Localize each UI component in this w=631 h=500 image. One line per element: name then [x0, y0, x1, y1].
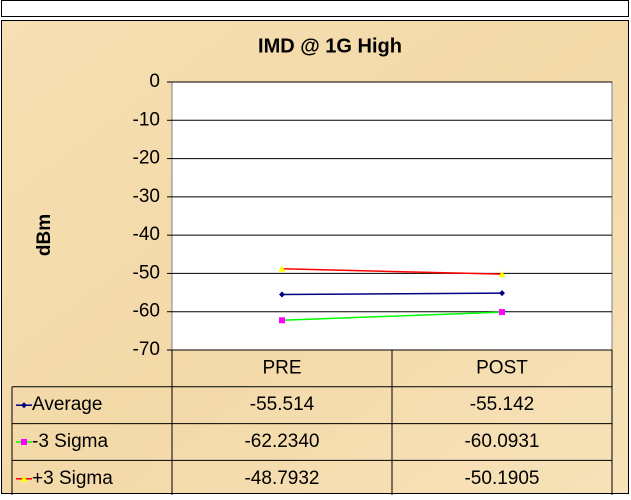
data-table-value: -60.0931	[464, 431, 539, 452]
top-strip	[1, 0, 629, 17]
data-table-value: -62.2340	[244, 431, 319, 452]
y-axis-label: dBm	[34, 214, 55, 256]
y-tick-label: -10	[133, 109, 160, 130]
marker	[20, 475, 28, 482]
chart-title: IMD @ 1G High	[258, 35, 402, 57]
data-table-value: -55.514	[250, 394, 315, 415]
marker	[21, 402, 27, 409]
y-tick-label: 0	[149, 71, 160, 92]
marker	[21, 439, 27, 445]
plot-area	[171, 81, 613, 351]
legend-label: Average	[32, 394, 102, 415]
marker	[279, 317, 285, 324]
series-line	[281, 268, 503, 275]
y-tick-label: -30	[133, 186, 160, 207]
series-line	[281, 292, 503, 296]
marker	[279, 291, 285, 298]
data-table-value: -50.1905	[464, 468, 539, 489]
marker	[499, 290, 505, 297]
x-tick-label: PRE	[262, 357, 301, 378]
y-tick-label: -40	[133, 224, 160, 245]
marker	[278, 265, 286, 272]
y-tick-label: -70	[133, 339, 160, 360]
marker	[499, 309, 505, 316]
data-table-value: -48.7932	[244, 468, 319, 489]
series-line	[281, 311, 503, 322]
y-tick-label: -50	[133, 262, 160, 283]
legend-label: +3 Sigma	[32, 468, 113, 489]
y-tick-label: -60	[133, 301, 160, 322]
x-tick-label: POST	[476, 357, 528, 378]
legend-label: -3 Sigma	[32, 431, 108, 452]
y-tick-label: -20	[133, 148, 160, 169]
marker	[498, 270, 506, 278]
data-table-value: -55.142	[470, 394, 534, 415]
